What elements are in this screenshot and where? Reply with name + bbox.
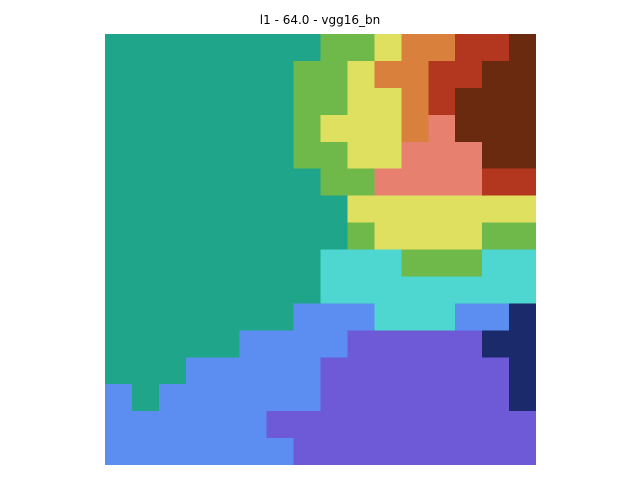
figure-title: l1 - 64.0 - vgg16_bn [259, 13, 381, 27]
heatmap-image [105, 34, 536, 465]
